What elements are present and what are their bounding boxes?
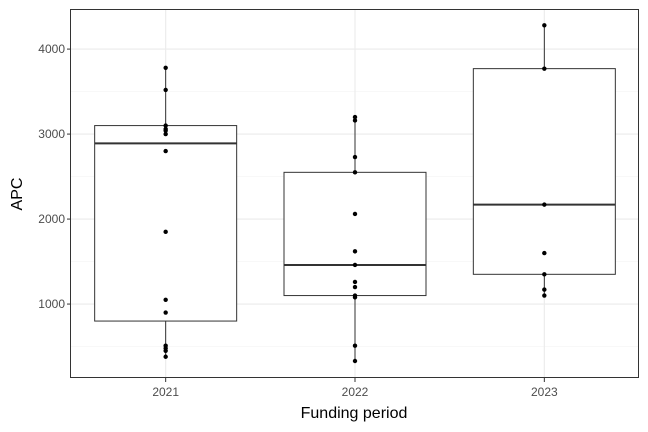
data-point-2022 [352, 211, 358, 217]
data-point-2023 [542, 202, 547, 207]
data-point-2022 [352, 118, 358, 123]
data-point-2021 [163, 297, 168, 303]
data-point-2022 [352, 358, 358, 364]
data-point-2021 [163, 128, 168, 133]
box-body [283, 171, 427, 297]
data-point-2023 [542, 272, 547, 277]
data-point-2022 [352, 284, 358, 290]
data-point-2022 [352, 249, 358, 254]
y-tick-label: 1000 [38, 297, 65, 311]
data-point-2023 [542, 23, 547, 28]
data-point-2022 [352, 295, 358, 300]
data-point-2022 [352, 170, 358, 175]
data-point-2021 [163, 123, 168, 128]
box-body [94, 125, 238, 322]
x-tick-label: 2022 [342, 385, 369, 399]
data-point-2022 [352, 279, 358, 285]
y-axis: 1000 2000 3000 4000 [38, 42, 71, 311]
data-point-2021 [163, 131, 168, 137]
data-point-2021 [163, 348, 168, 354]
data-point-2023 [542, 293, 547, 298]
data-point-2021 [163, 229, 168, 235]
x-tick-label: 2021 [152, 385, 179, 399]
box-2023 [472, 25, 616, 296]
data-point-2021 [163, 148, 168, 154]
x-tick-label: 2023 [531, 385, 558, 399]
data-point-2023 [542, 250, 547, 256]
box-2022 [283, 117, 427, 362]
data-point-2022 [352, 154, 358, 160]
data-point-2021 [163, 310, 168, 315]
x-axis: 2021 2022 2023 [152, 378, 558, 399]
y-axis-title: APC [9, 178, 26, 211]
data-point-2021 [163, 87, 168, 93]
box-2021 [94, 67, 238, 357]
data-point-2021 [163, 354, 168, 359]
point-layer [163, 23, 547, 364]
box-body [472, 68, 616, 275]
data-point-2022 [352, 262, 358, 268]
data-point-2023 [542, 287, 547, 292]
panel-border [70, 9, 639, 378]
x-axis-title: Funding period [301, 405, 408, 422]
y-tick-label: 2000 [38, 212, 65, 226]
box-layer [94, 25, 616, 362]
data-point-2022 [352, 114, 358, 120]
data-point-2022 [352, 343, 358, 348]
data-point-2021 [163, 65, 168, 70]
y-tick-label: 4000 [38, 42, 65, 56]
y-tick-label: 3000 [38, 127, 65, 141]
data-point-2023 [542, 66, 547, 71]
